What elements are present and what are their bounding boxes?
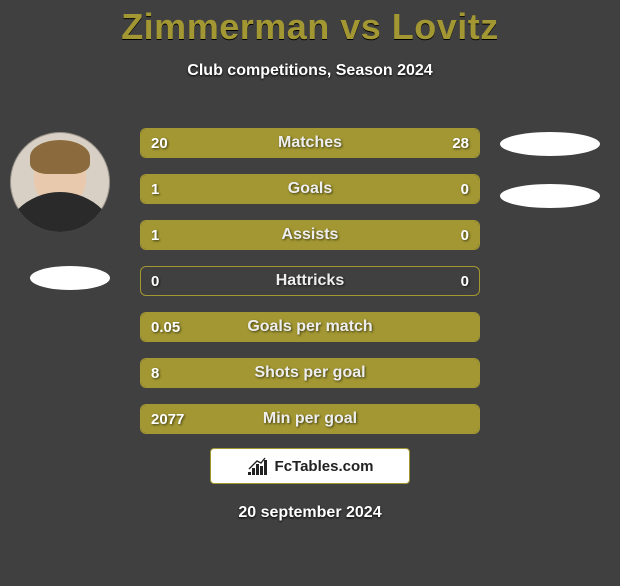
stat-row: Assists1 0 (140, 220, 480, 250)
stat-row: Hattricks0 0 (140, 266, 480, 296)
stat-label: Hattricks (141, 267, 479, 295)
stat-value-left: 0 (151, 267, 159, 295)
player-right-team-badge (500, 132, 600, 156)
stat-row: Goals1 0 (140, 174, 480, 204)
page-subtitle: Club competitions, Season 2024 (0, 62, 620, 80)
stat-label: Goals (141, 175, 479, 203)
page-title: Zimmerman vs Lovitz (0, 6, 620, 48)
player-right-team-badge-2 (500, 184, 600, 208)
stat-value-left: 0.05 (151, 313, 180, 341)
stat-label: Min per goal (141, 405, 479, 433)
stat-value-right: 0 (461, 267, 469, 295)
player-left-team-badge (30, 266, 110, 290)
stat-label: Matches (141, 129, 479, 157)
brand-icon (247, 457, 269, 475)
stat-value-right: 0 (461, 175, 469, 203)
stat-label: Assists (141, 221, 479, 249)
stat-value-left: 1 (151, 221, 159, 249)
stat-value-left: 1 (151, 175, 159, 203)
brand-label: FcTables.com (275, 458, 374, 475)
stat-value-left: 2077 (151, 405, 184, 433)
stat-label: Goals per match (141, 313, 479, 341)
date-label: 20 september 2024 (0, 504, 620, 522)
stat-row: Goals per match0.05 (140, 312, 480, 342)
comparison-chart: Matches2028Goals10Assists10Hattricks00Go… (140, 128, 480, 450)
stat-row: Shots per goal8 (140, 358, 480, 388)
stat-value-right: 28 (452, 129, 469, 157)
stat-value-left: 20 (151, 129, 168, 157)
stat-value-right: 0 (461, 221, 469, 249)
player-left-avatar (10, 132, 110, 232)
stat-row: Matches20 28 (140, 128, 480, 158)
stat-row: Min per goal2077 (140, 404, 480, 434)
stat-label: Shots per goal (141, 359, 479, 387)
brand-card: FcTables.com (210, 448, 410, 484)
stat-value-left: 8 (151, 359, 159, 387)
